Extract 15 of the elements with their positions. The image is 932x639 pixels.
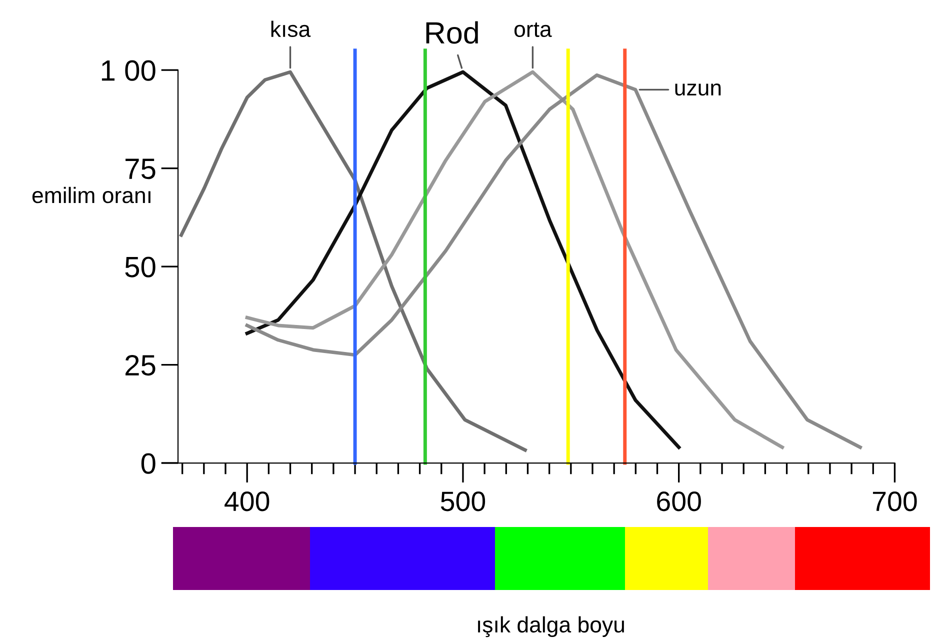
x-tick-label: 500 — [440, 492, 486, 512]
annotation: uzun — [675, 83, 721, 96]
y-axis-title: emilim oranı — [32, 186, 150, 204]
x-tick-label: 400 — [224, 492, 270, 512]
x-tick-label: 700 — [872, 492, 917, 512]
annotation: Rod — [426, 21, 478, 44]
y-tick-label: 75 — [126, 158, 156, 180]
y-tick-label: 25 — [126, 354, 156, 376]
y-tick-label: 0 — [141, 453, 156, 474]
x-axis-title: ışık dalga boyu — [478, 616, 624, 638]
annotation: orta — [514, 22, 552, 38]
y-tick-label: 50 — [125, 256, 156, 278]
x-tick-label: 600 — [657, 492, 701, 512]
annotation: kısa — [271, 20, 311, 38]
y-tick-label: 1 00 — [102, 60, 156, 81]
